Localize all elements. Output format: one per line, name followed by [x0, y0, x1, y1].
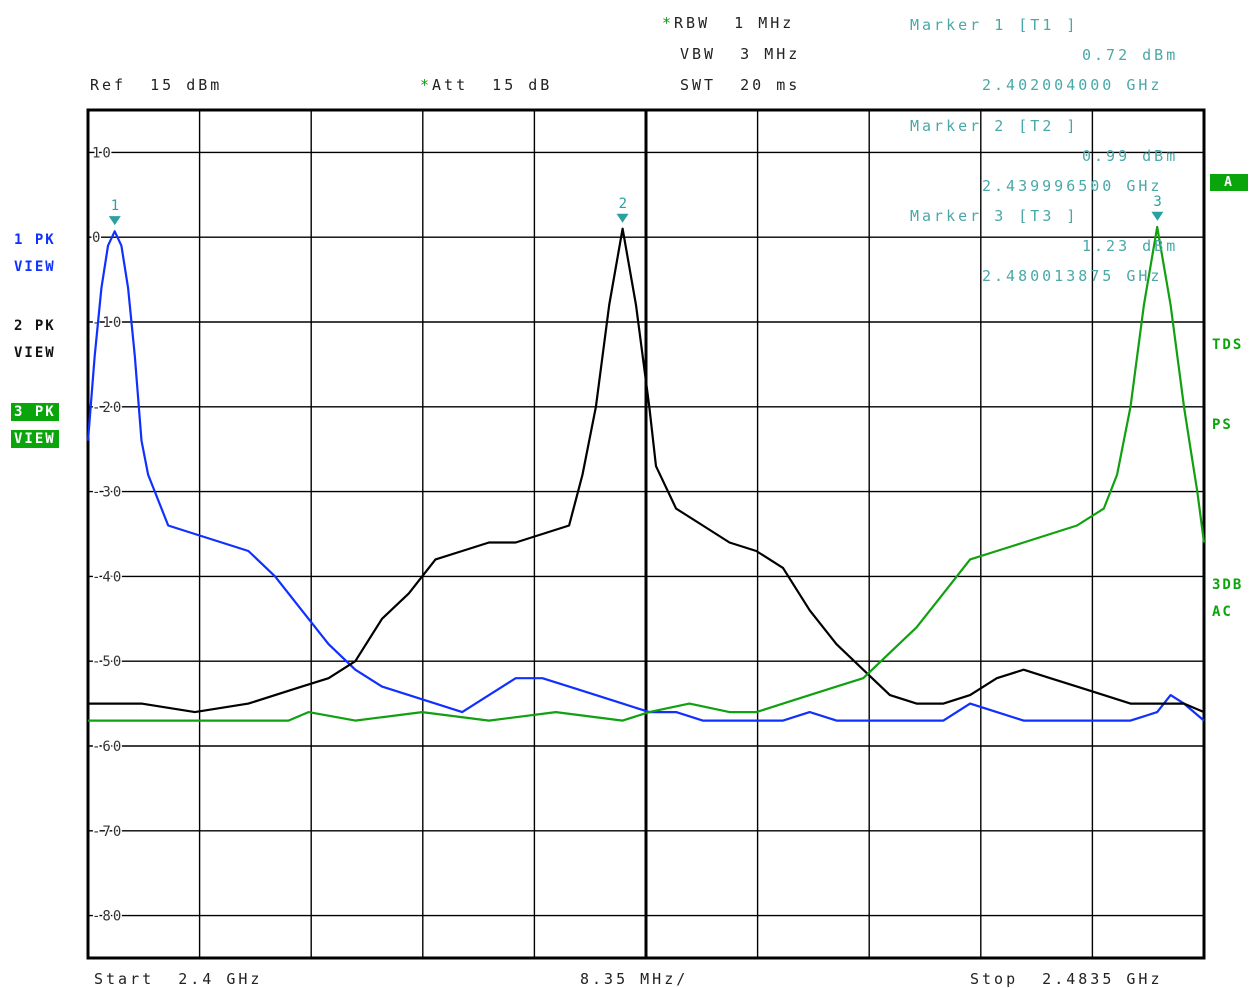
marker2-freq: 2.439996500 GHz: [982, 177, 1163, 195]
y-tick-label: -60: [92, 739, 123, 755]
marker1-level: 0.72 dBm: [1082, 46, 1179, 64]
trace2-detector[interactable]: 2 PK: [14, 318, 56, 334]
trace3-mode[interactable]: VIEW: [11, 430, 59, 448]
grid-lines: [88, 110, 1204, 958]
y-tick-label: -40: [92, 569, 123, 585]
marker1-title: Marker 1 [T1 ]: [910, 16, 1079, 34]
marker-symbols: 1 2 3: [108, 194, 1164, 226]
y-tick-label: -50: [92, 654, 123, 670]
start-frequency: Start 2.4 GHz: [94, 970, 263, 988]
marker-2-label: 2: [619, 196, 627, 212]
trace3-detector[interactable]: 3 PK: [11, 403, 59, 421]
stop-frequency: Stop 2.4835 GHz: [970, 970, 1163, 988]
y-tick-label: -80: [92, 909, 123, 925]
span-per-division: 8.35 MHz/: [580, 970, 689, 988]
attenuation-setting: *Att 15 dB: [420, 76, 553, 94]
rbw-setting: *RBW 1 MHz: [662, 14, 795, 32]
marker1-freq: 2.402004000 GHz: [982, 76, 1163, 94]
y-tick-labels: 100-10-20-30-40-50-60-70-80: [91, 144, 123, 926]
y-tick-label: 0: [92, 230, 102, 246]
y-tick-label: -30: [92, 485, 123, 501]
y-tick-label: -70: [92, 824, 123, 840]
marker2-level: 0.99 dBm: [1082, 147, 1179, 165]
marker-2-triangle: [616, 213, 629, 223]
trace-a-badge: A: [1210, 174, 1248, 191]
marker3-title: Marker 3 [T3 ]: [910, 207, 1079, 225]
trace3-trace: [88, 225, 1206, 722]
marker-3-triangle: [1151, 211, 1164, 221]
marker3-freq: 2.480013875 GHz: [982, 267, 1163, 285]
ac-indicator: AC: [1212, 604, 1233, 620]
att-star-icon: *: [420, 76, 433, 94]
trace1-detector[interactable]: 1 PK: [14, 232, 56, 248]
marker-3-label: 3: [1153, 194, 1161, 210]
marker3-level: 1.23 dBm: [1082, 237, 1179, 255]
swt-setting: SWT 20 ms: [680, 76, 801, 94]
tds-indicator: TDS: [1212, 337, 1244, 353]
ps-indicator: PS: [1212, 417, 1233, 433]
marker-1-label: 1: [111, 198, 119, 214]
trace2-trace: [88, 227, 1205, 714]
marker2-title: Marker 2 [T2 ]: [910, 117, 1079, 135]
trace1-mode[interactable]: VIEW: [14, 259, 56, 275]
y-tick-label: 10: [92, 145, 113, 161]
trace1-trace: [86, 230, 1205, 722]
ref-level: Ref 15 dBm: [90, 76, 223, 94]
marker-1-triangle: [108, 216, 121, 226]
y-tick-label: -20: [92, 400, 123, 416]
traces: [86, 225, 1206, 722]
vbw-setting: VBW 3 MHz: [680, 45, 801, 63]
trace2-mode[interactable]: VIEW: [14, 345, 56, 361]
3db-indicator: 3DB: [1212, 577, 1244, 593]
rbw-star-icon: *: [662, 14, 675, 32]
